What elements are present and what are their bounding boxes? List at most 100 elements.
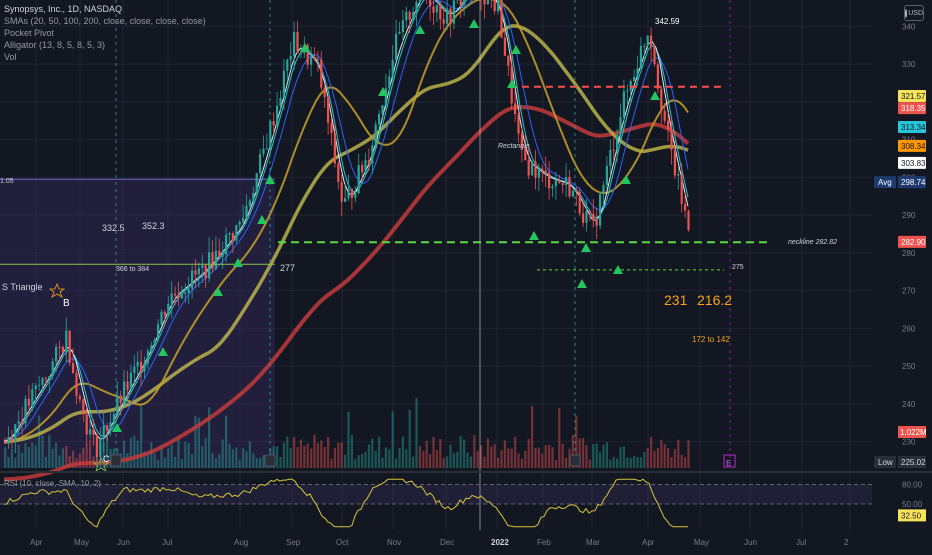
x-tick-label: Apr xyxy=(642,538,655,547)
volume-bar xyxy=(494,444,496,468)
study-sma[interactable]: SMAs (20, 50, 100, 200, close, close, cl… xyxy=(4,15,206,27)
annotation-note: 366 to 384 xyxy=(116,266,149,273)
volume-bar xyxy=(334,448,336,468)
candle-body xyxy=(225,235,227,255)
annotation-target: 172 to 142 xyxy=(692,335,730,344)
candle-body xyxy=(633,77,635,81)
chart-title: Synopsys, Inc., 1D, NASDAQ xyxy=(4,3,122,15)
price-label-text: 313.34 xyxy=(901,123,926,132)
candle-body xyxy=(208,252,210,278)
candle-body xyxy=(116,395,118,413)
rsi-value-label: 32.50 xyxy=(901,511,922,520)
volume-bar xyxy=(164,458,166,468)
x-tick-label: Oct xyxy=(336,538,349,547)
candle-body xyxy=(62,347,64,352)
candle-body xyxy=(494,0,496,11)
volume-label: 1.022M xyxy=(900,428,927,437)
price-label-text: 321.57 xyxy=(901,92,926,101)
volume-bar xyxy=(684,457,686,468)
volume-bar xyxy=(517,454,519,468)
volume-bar xyxy=(290,448,292,468)
volume-bar xyxy=(541,454,543,468)
volume-bar xyxy=(647,448,649,468)
volume-bar xyxy=(582,438,584,468)
time-axis-background xyxy=(0,532,932,550)
candle-body xyxy=(616,135,618,150)
earnings-badge xyxy=(111,455,121,466)
candle-body xyxy=(106,426,108,431)
volume-bar xyxy=(358,455,360,468)
volume-bar xyxy=(215,458,217,468)
volume-bar xyxy=(443,458,445,468)
candle-body xyxy=(276,106,278,126)
volume-bar xyxy=(249,441,251,468)
candle-body xyxy=(201,265,203,268)
volume-bar xyxy=(432,437,434,468)
candle-body xyxy=(375,124,377,145)
candle-body xyxy=(290,56,292,60)
price-label-text: 282.90 xyxy=(901,238,926,247)
rsi-tick-label: 80.00 xyxy=(902,481,923,490)
candle-body xyxy=(545,170,547,172)
volume-bar xyxy=(222,439,224,468)
candle-body xyxy=(582,213,584,223)
volume-bar xyxy=(259,458,261,468)
candle-body xyxy=(24,399,26,424)
candle-body xyxy=(664,111,666,121)
candle-body xyxy=(232,233,234,240)
volume-bar xyxy=(211,453,213,468)
candle-body xyxy=(160,312,162,324)
candle-body xyxy=(653,47,655,65)
volume-bar xyxy=(633,456,635,468)
x-tick-label: Jun xyxy=(117,538,130,547)
candle-body xyxy=(606,166,608,185)
candle-body xyxy=(228,233,230,234)
volume-bar xyxy=(415,398,417,468)
volume-bar xyxy=(664,444,666,468)
volume-bar xyxy=(327,437,329,468)
volume-bar xyxy=(300,440,302,468)
candle-body xyxy=(439,5,441,19)
annotation-target: 231 xyxy=(664,292,688,308)
volume-bar xyxy=(531,406,533,468)
candle-body xyxy=(58,347,60,348)
candle-body xyxy=(143,364,145,372)
volume-bar xyxy=(38,415,40,468)
candle-body xyxy=(215,251,217,269)
volume-bar xyxy=(262,455,264,468)
candle-body xyxy=(120,395,122,402)
study-volume[interactable]: Vol xyxy=(4,51,17,63)
candle-body xyxy=(109,422,111,430)
candle-body xyxy=(517,114,519,134)
study-pocket-pivot[interactable]: Pocket Pivot xyxy=(4,27,54,39)
annotation-level: neckline 282.82 xyxy=(788,239,837,246)
candle-body xyxy=(619,117,621,135)
y-tick-label: 260 xyxy=(902,324,916,333)
currency-icon xyxy=(905,9,907,18)
x-tick-label: May xyxy=(694,538,709,547)
volume-bar xyxy=(429,454,431,468)
study-alligator[interactable]: Alligator (13, 8, 5, 8, 5, 3) xyxy=(4,39,105,51)
volume-bar xyxy=(409,410,411,468)
volume-bar xyxy=(205,438,207,468)
candle-body xyxy=(602,185,604,194)
volume-bar xyxy=(35,445,37,468)
volume-bar xyxy=(398,448,400,468)
low-tag-text: Low xyxy=(878,458,893,467)
candle-body xyxy=(205,265,207,278)
currency-button[interactable]: USD xyxy=(904,5,924,21)
candle-body xyxy=(184,293,186,294)
candle-body xyxy=(252,193,254,201)
candle-body xyxy=(630,81,632,90)
candle-body xyxy=(69,331,71,363)
volume-bar xyxy=(609,460,611,468)
volume-bar xyxy=(426,441,428,468)
volume-bar xyxy=(463,439,465,468)
candle-body xyxy=(681,174,683,204)
annotation-target: 216.2 xyxy=(697,292,732,308)
volume-bar xyxy=(565,458,567,468)
candle-body xyxy=(660,89,662,111)
candle-body xyxy=(419,0,421,2)
